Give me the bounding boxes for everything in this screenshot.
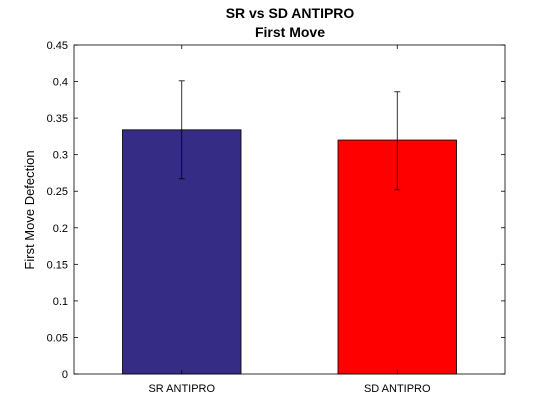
y-tick-label: 0.4 bbox=[53, 77, 68, 89]
y-tick-label: 0.3 bbox=[53, 150, 68, 162]
plot-area: 0 0.05 0.1 0.15 0.2 0.25 0.3 0.35 0.4 0.45 SR ANTI… bbox=[47, 40, 506, 395]
y-tick-label: 0.1 bbox=[53, 296, 68, 308]
y-tick-label: 0.05 bbox=[47, 332, 68, 344]
x-tick-label: SD ANTIPRO bbox=[364, 383, 431, 395]
y-tick-label: 0.15 bbox=[47, 259, 68, 271]
y-axis-label: First Move Defection bbox=[22, 150, 37, 269]
chart-title: SR vs SD ANTIPRO bbox=[226, 5, 355, 21]
y-tick-label: 0.25 bbox=[47, 186, 68, 198]
y-tick-label: 0.45 bbox=[47, 40, 68, 52]
x-tick-label: SR ANTIPRO bbox=[148, 383, 215, 395]
chart-subtitle: First Move bbox=[255, 24, 325, 40]
y-tick-label: 0.35 bbox=[47, 113, 68, 125]
y-tick-label: 0.2 bbox=[53, 223, 68, 235]
y-tick-label: 0 bbox=[62, 369, 68, 381]
axes-box bbox=[73, 44, 506, 375]
